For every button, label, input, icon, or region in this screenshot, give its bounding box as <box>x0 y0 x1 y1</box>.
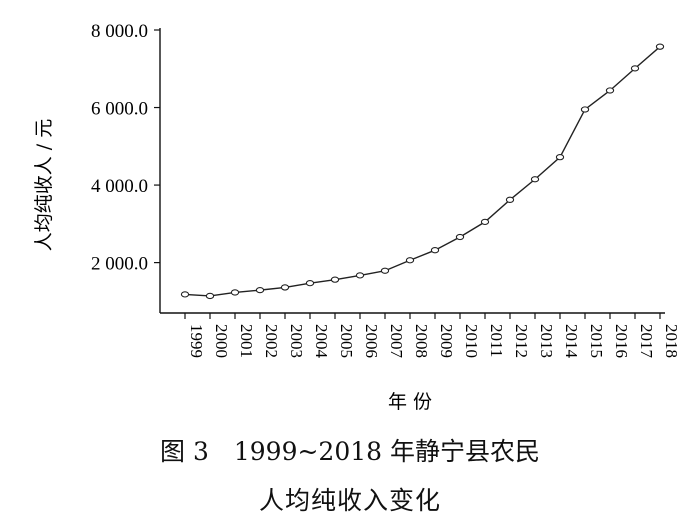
data-point <box>555 154 565 161</box>
data-point <box>230 289 240 296</box>
x-tick-label: 2013 <box>537 324 556 358</box>
data-point <box>505 196 515 203</box>
x-tick-label: 2004 <box>312 324 331 359</box>
x-tick-label: 2001 <box>237 324 256 358</box>
data-point <box>355 272 365 279</box>
line-chart: 2 000.0 4 000.0 6 000.0 8 000.0 1999 2000 200… <box>33 21 681 413</box>
data-point <box>205 292 215 300</box>
x-tick-label: 2011 <box>487 324 506 357</box>
x-tick-label: 2010 <box>462 324 481 358</box>
data-point <box>330 276 340 283</box>
y-tick-label: 2 000.0 <box>91 254 148 275</box>
data-point <box>455 233 465 241</box>
x-tick-label: 2002 <box>262 324 281 358</box>
data-point <box>305 279 315 287</box>
y-tick-label: 6 000.0 <box>91 99 148 120</box>
x-axis-title: 年 份 <box>388 391 432 413</box>
data-point <box>630 65 640 72</box>
data-point <box>605 87 615 94</box>
data-point <box>480 218 490 226</box>
data-point <box>430 247 440 254</box>
x-tick-label: 2016 <box>612 324 631 358</box>
data-point <box>530 176 540 183</box>
data-point <box>280 284 290 291</box>
x-tick-label: 2008 <box>412 324 431 358</box>
figure-caption-title: 图 3 1999~2018 年静宁县农民 <box>160 437 540 466</box>
x-tick-label: 2000 <box>212 324 231 358</box>
x-tick-label: 2007 <box>387 324 406 359</box>
series-line <box>184 46 661 297</box>
x-tick-label: 2017 <box>637 324 656 359</box>
x-axis-ticks: 1999 2000 2001 2002 2003 2004 2005 2006 2007 2008… <box>184 313 681 359</box>
figure-caption-subtitle: 人均纯收入变化 <box>258 486 441 515</box>
x-tick-label: 2018 <box>662 324 681 358</box>
y-tick-label: 4 000.0 <box>91 176 148 197</box>
series-group <box>180 43 665 300</box>
data-point <box>255 286 265 294</box>
data-point <box>380 267 390 274</box>
y-axis-title: 人均纯收人 / 元 <box>33 119 55 251</box>
x-tick-label: 2009 <box>437 324 456 358</box>
data-point <box>580 106 590 113</box>
data-point <box>180 291 190 298</box>
x-tick-label: 2015 <box>587 324 606 358</box>
data-point <box>655 43 665 50</box>
x-tick-label: 2006 <box>362 324 381 358</box>
x-tick-label: 2012 <box>512 324 531 358</box>
x-tick-label: 2005 <box>337 324 356 358</box>
y-axis-ticks: 2 000.0 4 000.0 6 000.0 8 000.0 <box>91 21 160 275</box>
data-point <box>405 257 415 264</box>
x-tick-label: 2014 <box>562 324 581 359</box>
y-tick-label: 8 000.0 <box>91 21 148 42</box>
x-tick-label: 1999 <box>187 324 206 358</box>
x-tick-label: 2003 <box>287 324 306 358</box>
axes <box>159 28 665 314</box>
